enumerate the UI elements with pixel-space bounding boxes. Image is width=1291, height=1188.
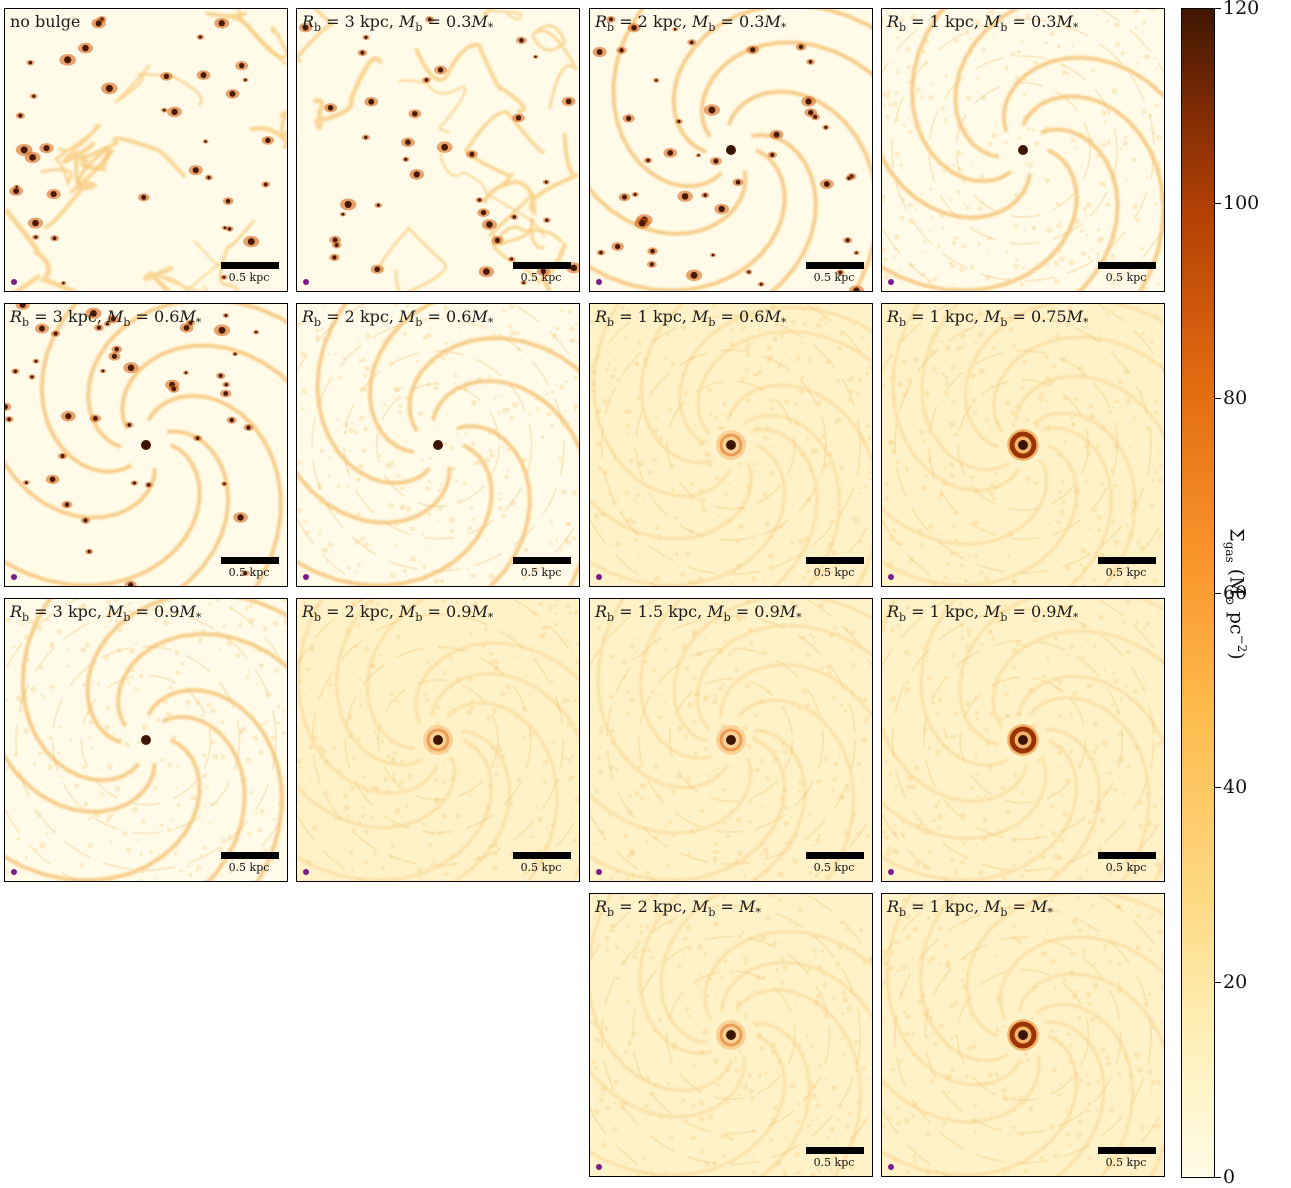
scale-bar xyxy=(806,557,864,564)
scale-bar-label: 0.5 kpc xyxy=(228,566,270,579)
scale-bar-label: 0.5 kpc xyxy=(1105,566,1147,579)
scale-bar-label: 0.5 kpc xyxy=(520,566,562,579)
panel-label: Rb = 3 kpc, Mb = 0.3M* xyxy=(302,12,494,35)
colorbar-tick xyxy=(1215,1177,1221,1178)
colorbar-tick-label: 60 xyxy=(1223,581,1248,604)
scale-bar-label: 0.5 kpc xyxy=(228,861,270,874)
resolution-marker xyxy=(888,574,894,580)
scale-bar xyxy=(221,262,279,269)
simulation-panel: Rb = 1 kpc, Mb = 0.75M* 0.5 kpc xyxy=(881,303,1165,587)
panel-label: no bulge xyxy=(10,12,81,31)
panel-grid: no bulge 0.5 kpc Rb = 3 kpc, Mb = 0.3M* 0.5… xyxy=(4,8,1165,1177)
scale-bar xyxy=(1098,852,1156,859)
panel-label: Rb = 2 kpc, Mb = M* xyxy=(595,897,761,920)
colorbar-tick-label: 80 xyxy=(1223,386,1248,409)
scale-bar-label: 0.5 kpc xyxy=(1105,861,1147,874)
scale-bar-label: 0.5 kpc xyxy=(813,566,855,579)
simulation-panel: Rb = 2 kpc, Mb = 0.6M* 0.5 kpc xyxy=(296,303,580,587)
colorbar-tick-label: 40 xyxy=(1223,776,1248,799)
scale-bar-label: 0.5 kpc xyxy=(520,271,562,284)
colorbar-label: Σgas (M⊙ pc−2) xyxy=(1222,528,1250,660)
panel-label: Rb = 2 kpc, Mb = 0.3M* xyxy=(595,12,787,35)
resolution-marker xyxy=(596,574,602,580)
simulation-panel: Rb = 3 kpc, Mb = 0.9M* 0.5 kpc xyxy=(4,598,288,882)
scale-bar xyxy=(806,1147,864,1154)
scale-bar xyxy=(513,852,571,859)
colorbar-tick xyxy=(1215,787,1221,789)
panel-label: Rb = 3 kpc, Mb = 0.6M* xyxy=(10,307,202,330)
resolution-marker xyxy=(11,574,17,580)
panel-label: Rb = 1.5 kpc, Mb = 0.9M* xyxy=(595,602,802,625)
scale-bar xyxy=(1098,557,1156,564)
resolution-marker xyxy=(888,1164,894,1170)
scale-bar-label: 0.5 kpc xyxy=(813,861,855,874)
simulation-panel: Rb = 1.5 kpc, Mb = 0.9M* 0.5 kpc xyxy=(589,598,873,882)
scale-bar xyxy=(513,557,571,564)
scale-bar xyxy=(221,557,279,564)
colorbar-tick xyxy=(1215,8,1221,9)
panel-label: Rb = 1 kpc, Mb = 0.9M* xyxy=(887,602,1079,625)
simulation-panel: Rb = 1 kpc, Mb = M* 0.5 kpc xyxy=(881,893,1165,1177)
scale-bar-label: 0.5 kpc xyxy=(1105,1156,1147,1169)
scale-bar xyxy=(806,262,864,269)
panel-label: Rb = 1 kpc, Mb = 0.3M* xyxy=(887,12,1079,35)
scale-bar xyxy=(806,852,864,859)
resolution-marker xyxy=(303,279,309,285)
panel-label: Rb = 1 kpc, Mb = M* xyxy=(887,897,1053,920)
resolution-marker xyxy=(596,279,602,285)
panel-label: Rb = 1 kpc, Mb = 0.6M* xyxy=(595,307,787,330)
scale-bar-label: 0.5 kpc xyxy=(228,271,270,284)
colorbar-tick xyxy=(1215,202,1221,204)
scale-bar-label: 0.5 kpc xyxy=(520,861,562,874)
scale-bar-label: 0.5 kpc xyxy=(1105,271,1147,284)
simulation-panel: Rb = 2 kpc, Mb = M* 0.5 kpc xyxy=(589,893,873,1177)
scale-bar-label: 0.5 kpc xyxy=(813,1156,855,1169)
resolution-marker xyxy=(303,574,309,580)
panel-label: Rb = 2 kpc, Mb = 0.9M* xyxy=(302,602,494,625)
simulation-panel: Rb = 3 kpc, Mb = 0.3M* 0.5 kpc xyxy=(296,8,580,292)
simulation-panel: Rb = 3 kpc, Mb = 0.6M* 0.5 kpc xyxy=(4,303,288,587)
colorbar-tick-label: 120 xyxy=(1223,0,1260,19)
resolution-marker xyxy=(596,1164,602,1170)
colorbar-tick-label: 0 xyxy=(1223,1166,1236,1188)
simulation-panel: Rb = 1 kpc, Mb = 0.3M* 0.5 kpc xyxy=(881,8,1165,292)
colorbar-tick xyxy=(1215,592,1221,594)
resolution-marker xyxy=(888,279,894,285)
panel-label: Rb = 3 kpc, Mb = 0.9M* xyxy=(10,602,202,625)
colorbar-tick xyxy=(1215,982,1221,984)
scale-bar xyxy=(513,262,571,269)
scale-bar xyxy=(1098,1147,1156,1154)
scale-bar-label: 0.5 kpc xyxy=(813,271,855,284)
colorbar xyxy=(1181,8,1215,1178)
panel-label: Rb = 1 kpc, Mb = 0.75M* xyxy=(887,307,1089,330)
simulation-panel: no bulge 0.5 kpc xyxy=(4,8,288,292)
scale-bar xyxy=(1098,262,1156,269)
colorbar-tick-label: 100 xyxy=(1223,191,1260,214)
panel-label: Rb = 2 kpc, Mb = 0.6M* xyxy=(302,307,494,330)
simulation-panel: Rb = 1 kpc, Mb = 0.9M* 0.5 kpc xyxy=(881,598,1165,882)
resolution-marker xyxy=(888,869,894,875)
simulation-panel: Rb = 2 kpc, Mb = 0.3M* 0.5 kpc xyxy=(589,8,873,292)
resolution-marker xyxy=(596,869,602,875)
resolution-marker xyxy=(11,869,17,875)
colorbar-tick-label: 20 xyxy=(1223,971,1248,994)
colorbar-tick xyxy=(1215,397,1221,399)
resolution-marker xyxy=(303,869,309,875)
simulation-panel: Rb = 2 kpc, Mb = 0.9M* 0.5 kpc xyxy=(296,598,580,882)
simulation-panel: Rb = 1 kpc, Mb = 0.6M* 0.5 kpc xyxy=(589,303,873,587)
resolution-marker xyxy=(11,279,17,285)
scale-bar xyxy=(221,852,279,859)
